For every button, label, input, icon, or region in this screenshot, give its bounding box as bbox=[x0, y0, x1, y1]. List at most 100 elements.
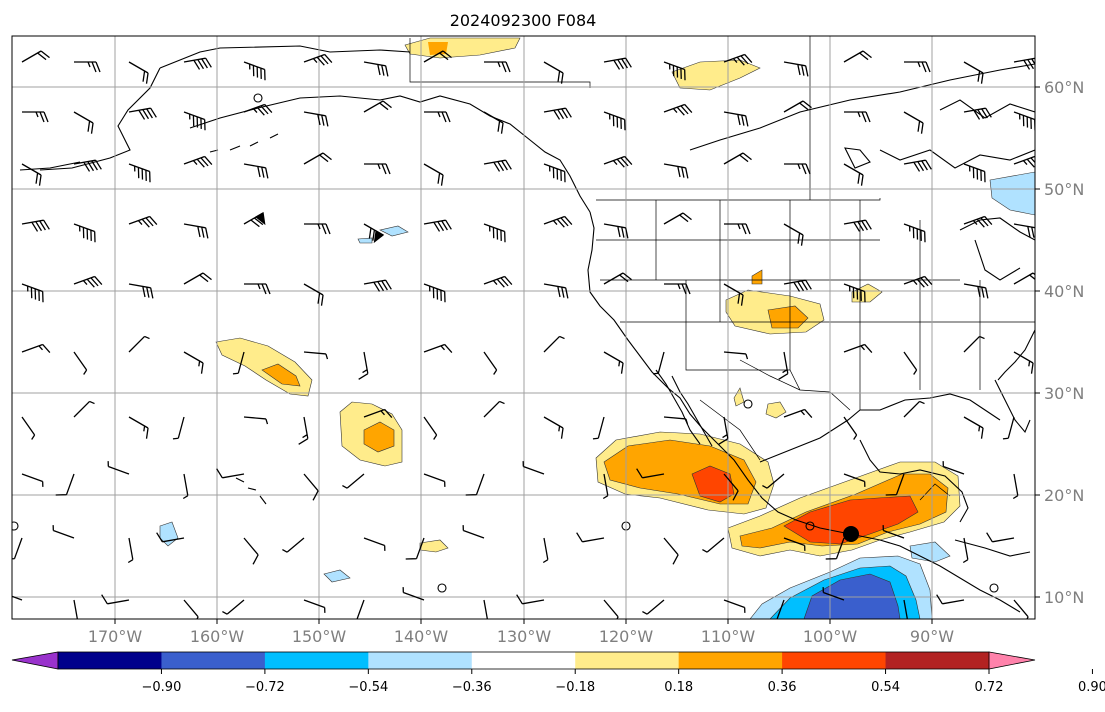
wind-barb bbox=[21, 163, 42, 186]
wind-barb bbox=[183, 351, 204, 374]
wind-barb bbox=[603, 351, 624, 374]
lon-label: 170°W bbox=[88, 627, 143, 646]
colorbar-cell bbox=[368, 652, 473, 669]
wind-barb bbox=[12, 587, 23, 601]
wind-barb bbox=[243, 163, 269, 179]
wind-barb bbox=[543, 335, 565, 353]
colorbar-cell bbox=[782, 652, 887, 669]
colorbar-cell bbox=[161, 652, 266, 669]
wind-barb bbox=[244, 283, 271, 295]
wind-barb bbox=[342, 473, 365, 489]
wind-barb bbox=[963, 61, 984, 84]
lat-label: 20°N bbox=[1044, 486, 1084, 505]
wind-barb bbox=[156, 532, 185, 543]
wind-barb bbox=[363, 279, 392, 292]
wind-barb bbox=[423, 416, 438, 440]
wind-barb bbox=[183, 57, 212, 70]
wind-barb bbox=[825, 537, 845, 560]
wind-barb bbox=[52, 525, 75, 539]
wind-barb bbox=[423, 473, 446, 487]
wind-barb bbox=[603, 272, 632, 285]
wind-barb bbox=[702, 537, 725, 553]
wind-barb bbox=[783, 537, 806, 551]
wind-barb bbox=[592, 416, 605, 440]
lat-axis: 60°N 50°N 40°N 30°N 20°N 10°N bbox=[1035, 78, 1084, 607]
wind-barb bbox=[483, 400, 505, 418]
wind-barb bbox=[21, 473, 44, 487]
colorbar-extend-left bbox=[11, 651, 59, 670]
wind-barb bbox=[963, 335, 985, 353]
wind-barb bbox=[543, 283, 569, 299]
wind-barb bbox=[128, 107, 157, 120]
wind-barb bbox=[363, 537, 386, 551]
wind-barb bbox=[12, 537, 23, 560]
wind-barb bbox=[783, 100, 812, 113]
lon-label: 110°W bbox=[701, 627, 756, 646]
wind-barb bbox=[963, 163, 986, 183]
wind-barb bbox=[183, 155, 213, 168]
wind-barb bbox=[363, 408, 393, 418]
wind-barb bbox=[243, 416, 269, 425]
wind-barb bbox=[73, 275, 103, 288]
lon-axis: 170°W 160°W 150°W 140°W 130°W 120°W 110°… bbox=[88, 619, 954, 646]
wind-barb bbox=[423, 219, 452, 232]
wind-barb bbox=[603, 111, 626, 131]
colorbar-cell bbox=[575, 652, 680, 669]
lon-label: 100°W bbox=[803, 627, 858, 646]
wind-barb bbox=[183, 223, 209, 239]
colorbar-label: −0.72 bbox=[245, 680, 285, 695]
wind-barb bbox=[902, 599, 909, 619]
wind-barb bbox=[903, 351, 918, 375]
wind-barb bbox=[483, 159, 512, 172]
wind-barb bbox=[363, 100, 392, 113]
lon-label: 120°W bbox=[599, 627, 654, 646]
wind-barb bbox=[358, 351, 369, 380]
wind-barb bbox=[543, 163, 566, 183]
map-title: 2024092300 F084 bbox=[450, 11, 597, 30]
map-area bbox=[12, 36, 1035, 619]
wind-barb bbox=[345, 599, 365, 619]
wind-barb bbox=[423, 343, 453, 353]
wind-barb bbox=[1012, 473, 1019, 500]
wind-barb bbox=[784, 163, 811, 175]
wind-barb bbox=[21, 219, 50, 232]
wind-barb bbox=[101, 594, 130, 605]
wind-barb bbox=[73, 159, 102, 172]
wind-barb bbox=[363, 61, 389, 77]
wind-barb bbox=[942, 461, 965, 475]
wind-barb bbox=[822, 587, 845, 601]
wind-barb bbox=[1013, 351, 1034, 374]
wind-barb bbox=[843, 163, 864, 186]
wind-barb bbox=[128, 61, 149, 84]
wind-barb bbox=[543, 61, 564, 84]
wind-barb bbox=[543, 215, 573, 228]
wind-barb bbox=[765, 599, 785, 619]
colorbar-label: 0.36 bbox=[768, 680, 797, 695]
wind-barb bbox=[843, 473, 866, 487]
lon-label: 90°W bbox=[910, 627, 954, 646]
shaded-regions bbox=[159, 37, 1035, 619]
wind-barb bbox=[73, 111, 94, 134]
colorbar-cell bbox=[58, 652, 162, 669]
wind-barb bbox=[462, 525, 485, 539]
wind-barb bbox=[482, 599, 489, 619]
wind-barb bbox=[128, 163, 151, 183]
wind-barb bbox=[128, 416, 149, 439]
wind-barb bbox=[723, 599, 746, 613]
wind-barb bbox=[21, 50, 50, 63]
wind-barbs bbox=[12, 50, 1035, 619]
wind-barb bbox=[986, 532, 1015, 543]
colorbar-label: 0.54 bbox=[871, 680, 900, 695]
wind-barb bbox=[882, 525, 905, 539]
wind-barb bbox=[663, 212, 692, 225]
wind-barb bbox=[402, 587, 425, 601]
colorbar-cell bbox=[678, 652, 783, 669]
lon-label: 150°W bbox=[292, 627, 347, 646]
wind-barb bbox=[423, 163, 444, 186]
wind-barb bbox=[903, 111, 924, 134]
wind-barb bbox=[936, 594, 965, 605]
wind-barb bbox=[783, 223, 804, 246]
colorbar-cell bbox=[264, 652, 369, 669]
wind-barb bbox=[303, 53, 333, 66]
wind-barb bbox=[282, 537, 305, 553]
